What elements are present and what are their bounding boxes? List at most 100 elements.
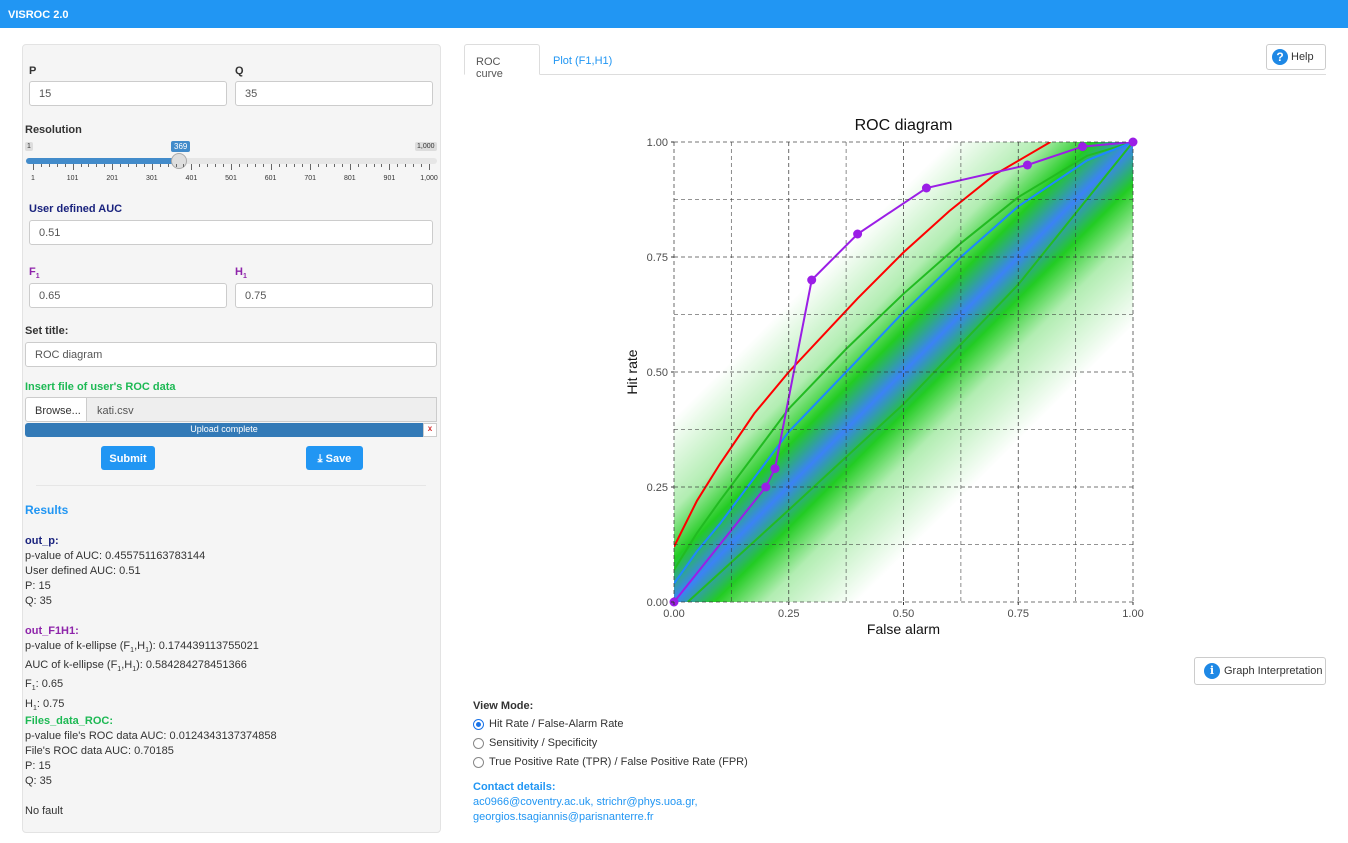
slider-tick xyxy=(373,164,375,167)
chart-title: ROC diagram xyxy=(855,117,953,134)
x-tick-label: 0.75 xyxy=(1008,608,1029,620)
slider-value: 369 xyxy=(171,141,191,152)
slider-tick xyxy=(96,164,98,167)
data-point xyxy=(853,229,863,239)
out-p-line: User defined AUC: 0.51 xyxy=(25,565,141,577)
slider-tick xyxy=(72,164,74,170)
out-p-title: out_p: xyxy=(25,535,59,547)
x-tick-label: 0.50 xyxy=(893,608,914,620)
help-button[interactable]: ? Help xyxy=(1266,44,1326,70)
slider-tick-label: 601 xyxy=(264,175,277,182)
status-text: No fault xyxy=(25,805,63,817)
radio-tpr-fpr[interactable]: True Positive Rate (TPR) / False Positiv… xyxy=(473,756,748,768)
browse-button[interactable]: Browse... xyxy=(25,397,87,422)
h1-label: H1 xyxy=(235,266,247,280)
slider-tick-label: 1 xyxy=(31,175,35,182)
out-f1h1-line: AUC of k-ellipse (F1,H1): 0.584284278451… xyxy=(25,659,247,674)
slider-track[interactable] xyxy=(26,158,437,164)
results-title: Results xyxy=(25,503,69,517)
data-point xyxy=(1022,160,1032,170)
slider-tick xyxy=(215,164,217,167)
app-title: VISROC 2.0 xyxy=(0,0,1348,28)
radio-icon[interactable] xyxy=(473,737,484,749)
h1-input[interactable]: 0.75 xyxy=(235,283,433,308)
question-icon: ? xyxy=(1272,49,1288,65)
out-p-line: p-value of AUC: 0.455751163783144 xyxy=(25,550,206,562)
slider-max: 1,000 xyxy=(415,142,437,151)
graph-interpretation-button[interactable]: i Graph Interpretation xyxy=(1194,657,1326,685)
slider-tick xyxy=(128,164,130,167)
slider-tick xyxy=(270,164,272,170)
h1-sub: 1 xyxy=(242,273,247,281)
q-input[interactable]: 35 xyxy=(235,81,433,106)
slider-tick xyxy=(357,164,359,167)
x-tick-label: 0.25 xyxy=(778,608,799,620)
h1-label-text: H xyxy=(235,266,243,278)
data-point xyxy=(807,275,817,285)
title-label: Set title: xyxy=(25,325,69,337)
files-line: P: 15 xyxy=(25,760,51,772)
slider-tick xyxy=(238,164,240,167)
slider-tick xyxy=(262,164,264,167)
y-axis-label: Hit rate xyxy=(624,349,640,394)
radio-hit-rate[interactable]: Hit Rate / False-Alarm Rate xyxy=(473,718,623,730)
file-label: Insert file of user's ROC data xyxy=(25,381,176,393)
radio-label: Hit Rate / False-Alarm Rate xyxy=(489,718,624,730)
y-tick-label: 0.50 xyxy=(647,367,668,379)
view-mode-label: View Mode: xyxy=(473,700,534,712)
contact-emails-2[interactable]: georgios.tsagiannis@parisnanterre.fr xyxy=(473,811,654,823)
series-line-0 xyxy=(674,142,1051,548)
submit-button[interactable]: Submit xyxy=(101,446,155,470)
out-p-block: out_p: p-value of AUC: 0.455751163783144… xyxy=(25,534,205,609)
slider-tick xyxy=(349,164,351,170)
slider-tick xyxy=(80,164,82,167)
y-tick-label: 0.75 xyxy=(647,252,668,264)
radio-sensitivity[interactable]: Sensitivity / Specificity xyxy=(473,737,597,749)
divider xyxy=(36,485,426,486)
f1-input[interactable]: 0.65 xyxy=(29,283,227,308)
slider-tick xyxy=(88,164,90,167)
slider-tick xyxy=(310,164,312,170)
files-line: Q: 35 xyxy=(25,775,52,787)
help-label: Help xyxy=(1291,51,1314,63)
radio-selected-icon[interactable] xyxy=(473,718,484,730)
slider-tick-label: 501 xyxy=(225,175,237,182)
slider-tick xyxy=(294,164,296,167)
slider-tick xyxy=(48,164,50,167)
out-p-line: Q: 35 xyxy=(25,595,52,607)
out-f1h1-line: p-value of k-ellipse (F1,H1): 0.17443911… xyxy=(25,640,259,655)
slider-tick xyxy=(223,164,225,167)
contact-emails-1[interactable]: ac0966@coventry.ac.uk, strichr@phys.uoa.… xyxy=(473,796,698,808)
series-line-2 xyxy=(674,142,1133,585)
slider-handle[interactable] xyxy=(170,153,187,169)
slider-tick xyxy=(135,164,137,167)
data-point xyxy=(1128,137,1138,147)
f1-label: F1 xyxy=(29,266,40,280)
slider-tick xyxy=(381,164,383,167)
slider-tick xyxy=(33,164,34,170)
slider-tick xyxy=(175,164,177,167)
y-tick-label: 0.25 xyxy=(647,482,668,494)
slider-tick xyxy=(151,164,153,170)
files-line: File's ROC data AUC: 0.70185 xyxy=(25,745,174,757)
data-point xyxy=(921,183,931,193)
confidence-band xyxy=(674,142,1133,602)
title-input[interactable]: ROC diagram xyxy=(25,342,437,367)
slider-tick xyxy=(254,164,256,167)
slider-tick xyxy=(333,164,335,167)
slider-tick xyxy=(302,164,304,167)
q-label: Q xyxy=(235,65,244,77)
save-button[interactable]: ⤓ Save xyxy=(306,446,363,470)
slider-tick-label: 1,000 xyxy=(420,175,438,182)
radio-icon[interactable] xyxy=(473,756,484,768)
auc-input[interactable]: 0.51 xyxy=(29,220,433,245)
download-icon: ⤓ xyxy=(317,453,323,465)
tab-roc-curve[interactable]: ROC curve xyxy=(464,44,540,80)
files-line: p-value file's ROC data AUC: 0.012434313… xyxy=(25,730,277,742)
upload-close-button[interactable]: x xyxy=(423,423,437,437)
slider-tick-label: 101 xyxy=(66,175,79,182)
radio-label: True Positive Rate (TPR) / False Positiv… xyxy=(489,756,748,768)
tab-plot-f1h1[interactable]: Plot (F1,H1) xyxy=(553,55,613,67)
slider-tick xyxy=(318,164,320,167)
p-input[interactable]: 15 xyxy=(29,81,227,106)
